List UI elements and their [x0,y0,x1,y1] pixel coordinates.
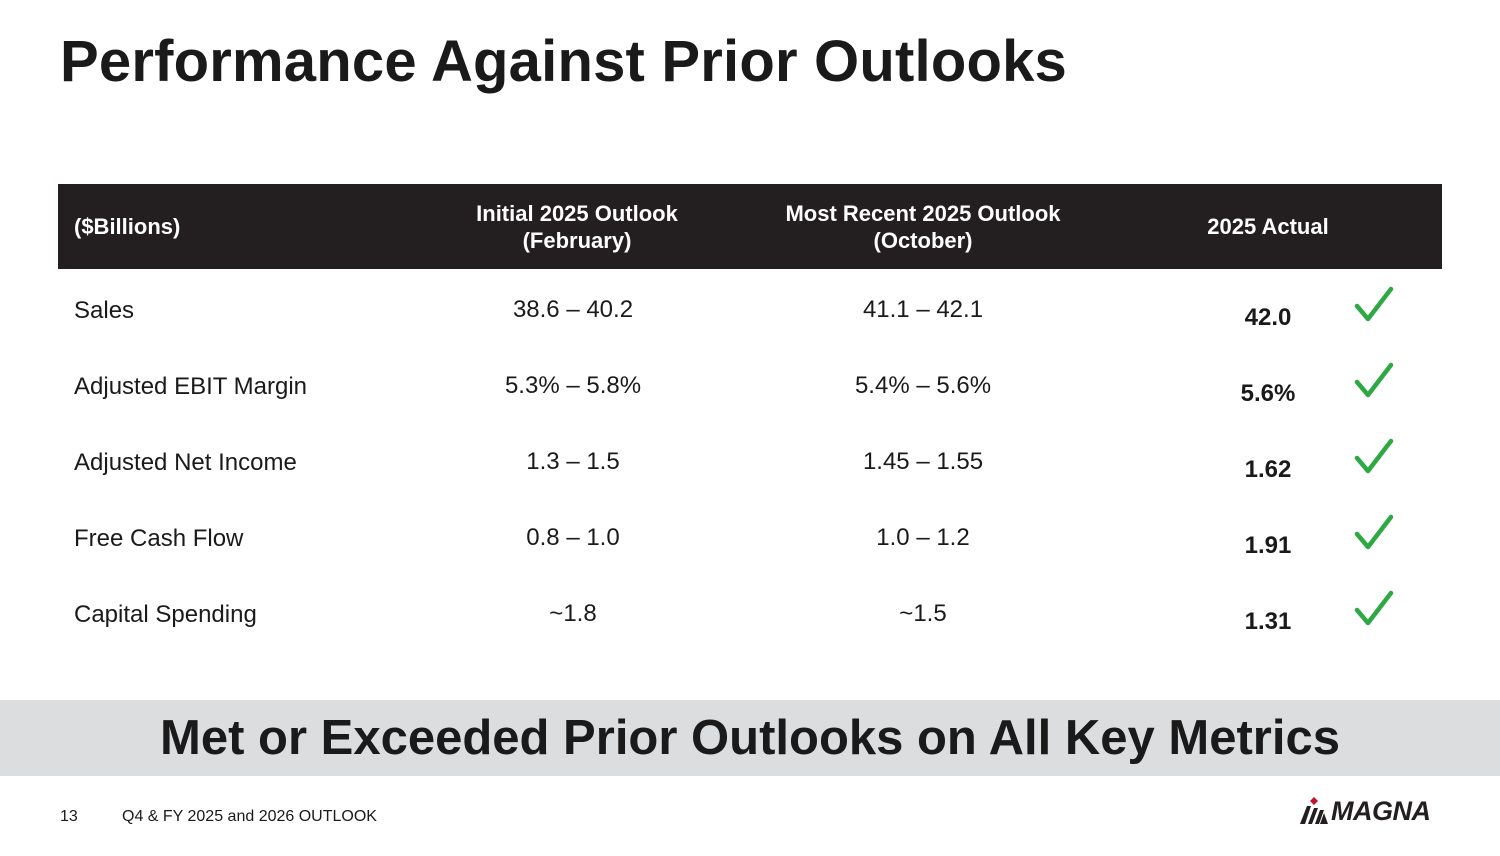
footer-text: Q4 & FY 2025 and 2026 OUTLOOK [122,808,377,825]
banner-text: Met or Exceeded Prior Outlooks on All Ke… [160,711,1340,765]
magna-logo-icon [1300,797,1328,824]
table-row: Adjusted EBIT Margin 5.3% – 5.8% 5.4% – … [58,362,1442,422]
metric-label: Adjusted Net Income [74,449,297,476]
page-title: Performance Against Prior Outlooks [60,29,1067,94]
recent-value: 1.45 – 1.55 [862,448,984,475]
initial-value: 0.8 – 1.0 [526,524,620,551]
metric-label: Capital Spending [74,601,257,628]
table-row: Sales 38.6 – 40.2 41.1 – 42.1 42.0 [58,286,1442,346]
recent-value: ~1.5 [899,600,947,627]
checkmark-icon [1354,438,1394,474]
recent-value: 1.0 – 1.2 [876,524,970,551]
initial-value: ~1.8 [549,600,597,627]
initial-value: 38.6 – 40.2 [512,296,634,323]
magna-logo: MAGNA [1298,796,1431,826]
header-recent-outlook: Most Recent 2025 Outlook (October) [785,200,1061,253]
header-actual: 2025 Actual [1207,214,1329,239]
actual-value: 5.6% [1240,380,1296,407]
initial-value: 1.3 – 1.5 [526,448,620,475]
actual-value: 1.31 [1244,608,1292,635]
metric-label: Free Cash Flow [74,525,244,552]
table-row: Adjusted Net Income 1.3 – 1.5 1.45 – 1.5… [58,438,1442,498]
actual-value: 42.0 [1244,304,1292,331]
magna-logo-text: MAGNA [1331,795,1431,826]
actual-value: 1.62 [1244,456,1292,483]
metric-label: Adjusted EBIT Margin [74,373,308,400]
table-row: Free Cash Flow 0.8 – 1.0 1.0 – 1.2 1.91 [58,514,1442,574]
initial-value: 5.3% – 5.8% [504,372,642,399]
page-number: 13 [60,808,78,825]
recent-value: 5.4% – 5.6% [854,372,992,399]
actual-value: 1.91 [1244,532,1292,559]
summary-banner: Met or Exceeded Prior Outlooks on All Ke… [0,700,1500,776]
metric-label: Sales [74,297,135,324]
checkmark-icon [1354,362,1394,398]
table-header: ($Billions) Initial 2025 Outlook (Februa… [58,184,1442,269]
header-initial-outlook: Initial 2025 Outlook (February) [476,200,678,253]
checkmark-icon [1354,590,1394,626]
checkmark-icon [1354,514,1394,550]
table-row: Capital Spending ~1.8 ~1.5 1.31 [58,590,1442,650]
header-metric: ($Billions) [74,214,181,239]
recent-value: 41.1 – 42.1 [862,296,984,323]
checkmark-icon [1354,286,1394,322]
